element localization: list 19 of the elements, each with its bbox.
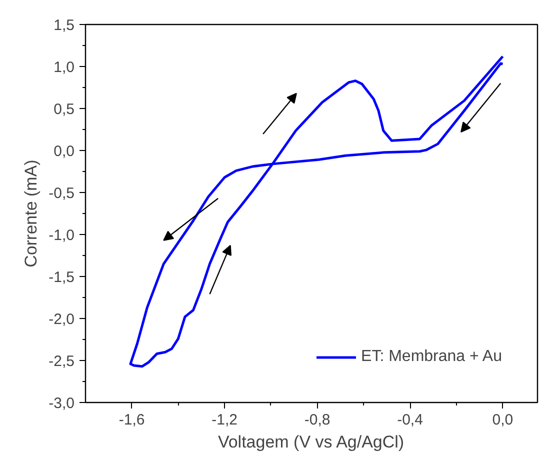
x-tick-label: -0,8 xyxy=(304,412,330,428)
line-series xyxy=(129,55,504,368)
y-tick-label: -2,0 xyxy=(48,311,75,328)
y-tick-label: 0,5 xyxy=(54,101,75,118)
y-tick-label: 1,5 xyxy=(54,17,75,34)
y-tick-label: 0,0 xyxy=(54,143,75,160)
x-tick-label: -0,4 xyxy=(397,412,423,428)
y-tick-label: -1,5 xyxy=(48,269,75,286)
x-tick-label: -1,6 xyxy=(118,412,145,428)
x-axis-title: Voltagem (V vs Ag/AgCl) xyxy=(218,432,404,452)
y-axis-title: Corrente (mA) xyxy=(22,160,41,268)
legend-label: ET: Membrana + Au xyxy=(361,348,502,366)
y-tick-label: -0,5 xyxy=(48,185,75,202)
y-tick-label: 1,0 xyxy=(54,59,75,76)
y-tick-label: -1,0 xyxy=(48,227,75,244)
y-tick-label: -2,5 xyxy=(48,353,75,370)
y-tick-label: -3,0 xyxy=(48,395,75,412)
x-tick-label: 0,0 xyxy=(492,412,514,428)
x-tick-label: -1,2 xyxy=(212,412,238,428)
